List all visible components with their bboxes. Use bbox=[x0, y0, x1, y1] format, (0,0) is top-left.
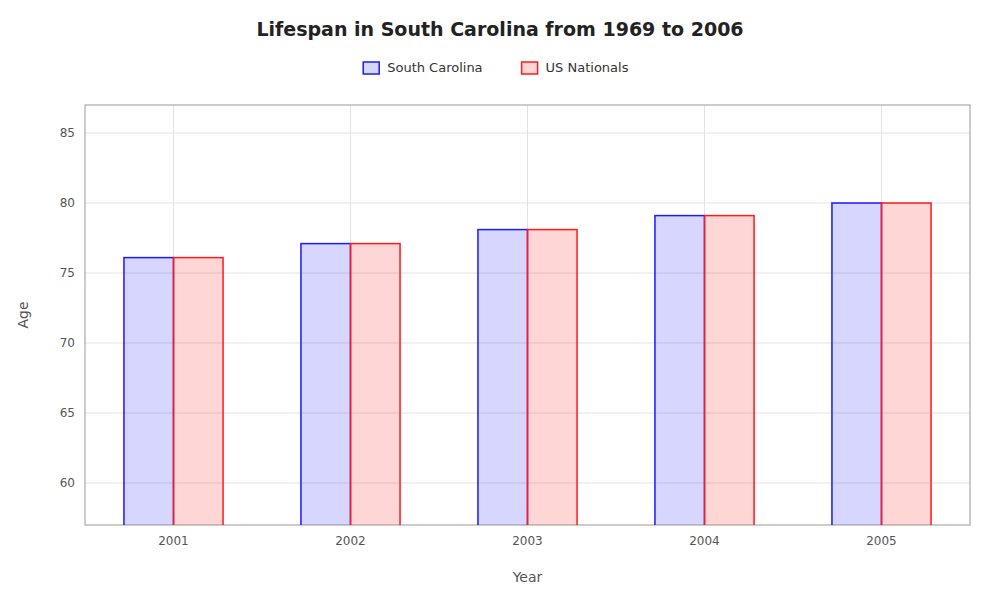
x-tick-label: 2001 bbox=[158, 534, 189, 548]
y-tick-label: 70 bbox=[60, 336, 75, 350]
bar bbox=[478, 230, 528, 525]
x-tick-label: 2002 bbox=[335, 534, 366, 548]
legend: South Carolina US Nationals bbox=[363, 60, 628, 75]
y-tick-label: 85 bbox=[60, 126, 75, 140]
legend-swatch bbox=[363, 62, 379, 74]
y-axis-label: Age bbox=[15, 301, 31, 328]
chart: 60 65 70 75 80 85 2001 2002 2003 2004 2005 Year Age L… bbox=[0, 0, 1000, 600]
bars bbox=[124, 203, 931, 525]
x-tick-label: 2005 bbox=[866, 534, 897, 548]
y-tick-label: 75 bbox=[60, 266, 75, 280]
bar bbox=[528, 230, 578, 525]
y-tick-label: 65 bbox=[60, 406, 75, 420]
y-tick-label: 60 bbox=[60, 476, 75, 490]
title: Lifespan in South Carolina from 1969 to … bbox=[256, 18, 743, 40]
bar bbox=[301, 244, 351, 525]
bar bbox=[174, 258, 224, 525]
x-tick-label: 2004 bbox=[689, 534, 720, 548]
x-tick-label: 2003 bbox=[512, 534, 543, 548]
legend-label: South Carolina bbox=[387, 60, 482, 75]
legend-label: US Nationals bbox=[546, 60, 629, 75]
x-axis-label: Year bbox=[512, 569, 543, 585]
bar bbox=[705, 216, 755, 525]
bar bbox=[351, 244, 401, 525]
y-tick-label: 80 bbox=[60, 196, 75, 210]
bar bbox=[832, 203, 882, 525]
bar bbox=[882, 203, 932, 525]
legend-swatch bbox=[522, 62, 538, 74]
bar bbox=[655, 216, 705, 525]
bar bbox=[124, 258, 174, 525]
